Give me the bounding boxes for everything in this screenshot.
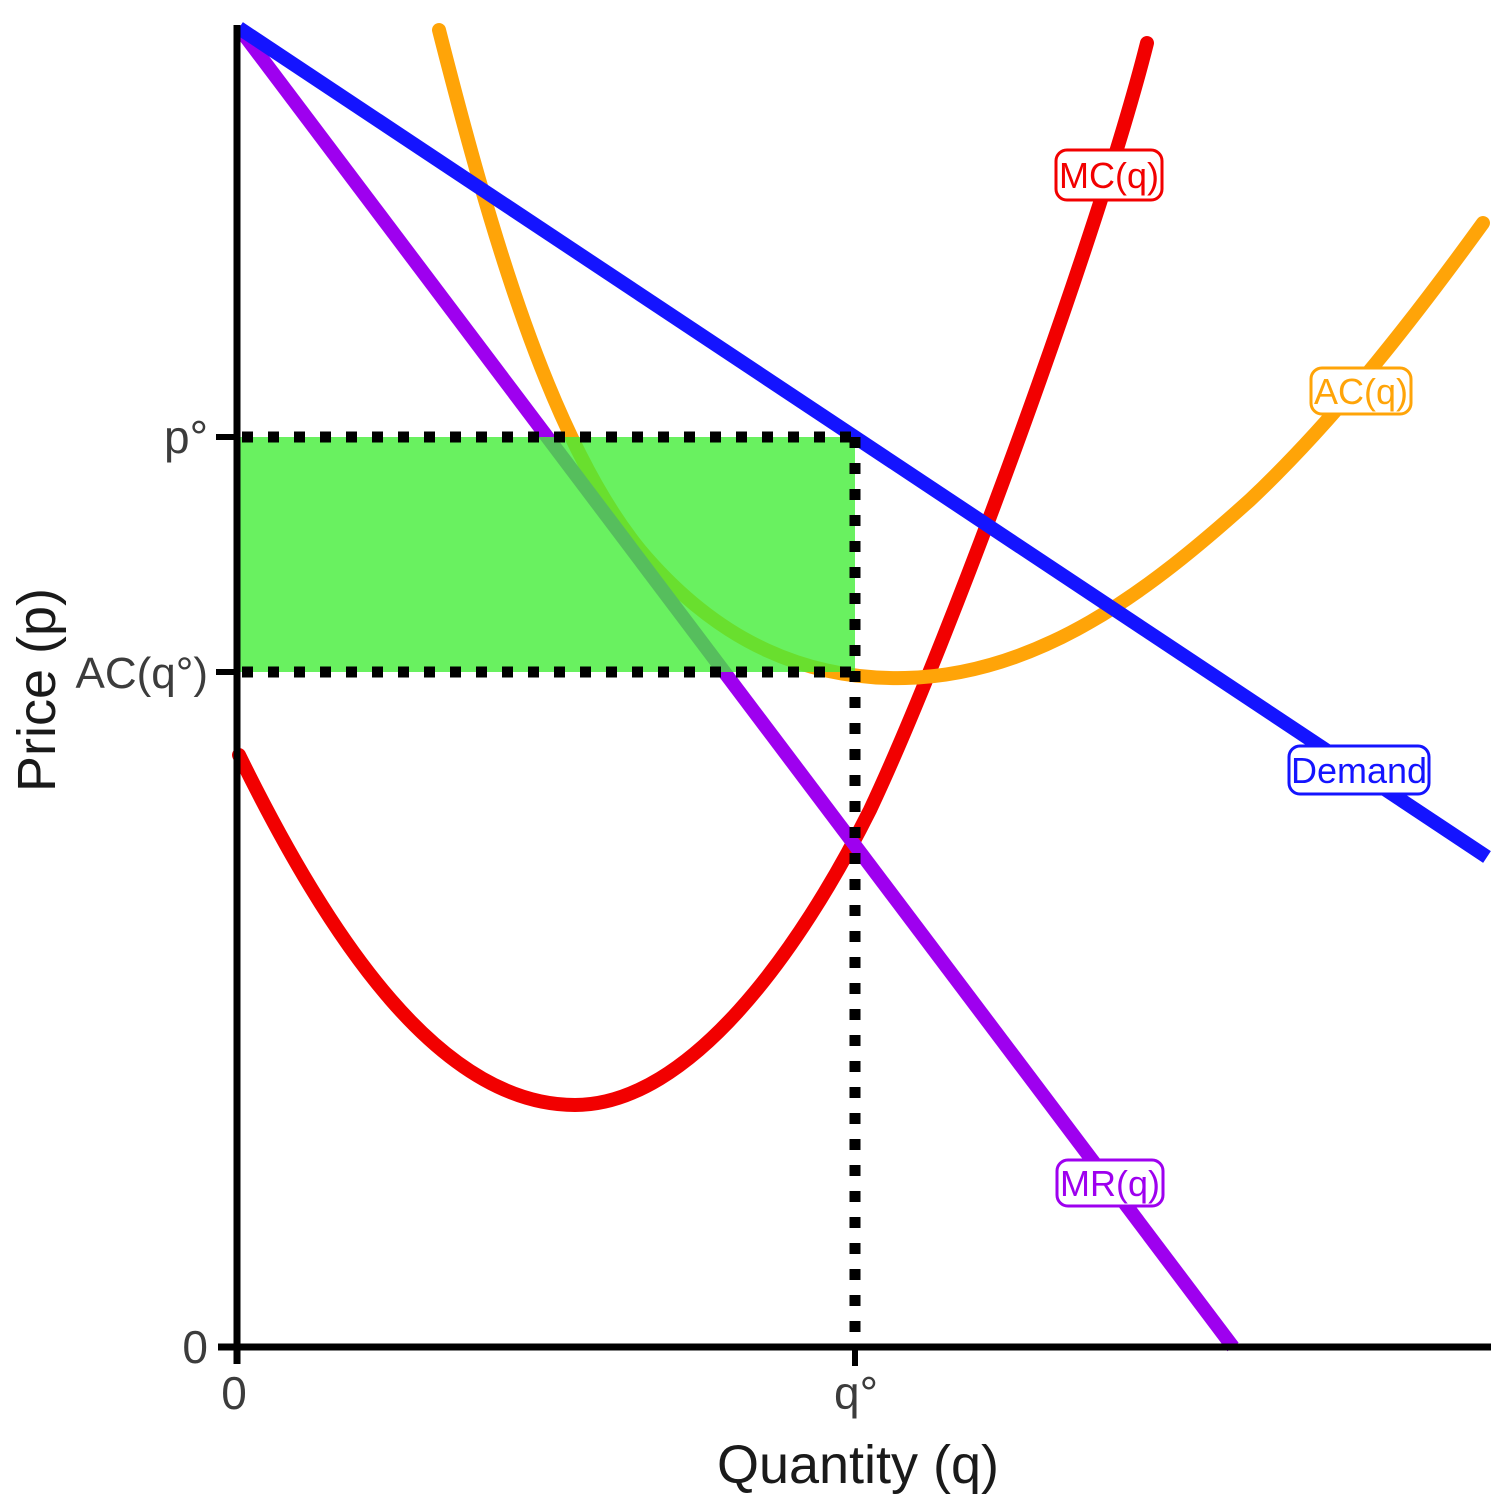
mc-curve [232, 36, 1154, 1113]
mc-label: MC(q) [1059, 155, 1159, 196]
ac-label: AC(q) [1314, 371, 1408, 412]
mc-label-box [1054, 148, 1164, 202]
mr-curve [233, 23, 1239, 1352]
demand-curve [235, 22, 1491, 863]
ac-label-box [1309, 366, 1413, 416]
mr-label: MR(q) [1060, 1163, 1160, 1204]
x-tick-label-zero: 0 [221, 1367, 247, 1419]
y-axis-title: Price (p) [7, 588, 67, 792]
y-tick-label-zero: 0 [182, 1321, 208, 1373]
demand-label-box [1287, 744, 1431, 796]
mr-label-box [1055, 1158, 1165, 1208]
profit-region [239, 437, 855, 672]
y-tick-label-p-star: p° [164, 411, 208, 463]
demand-label: Demand [1291, 750, 1427, 791]
y-tick-label-ac-q-star: AC(q°) [76, 649, 209, 698]
ac-curve [432, 23, 1490, 686]
x-tick-label-q-star: q° [834, 1367, 878, 1419]
x-axis-title: Quantity (q) [717, 1435, 999, 1495]
